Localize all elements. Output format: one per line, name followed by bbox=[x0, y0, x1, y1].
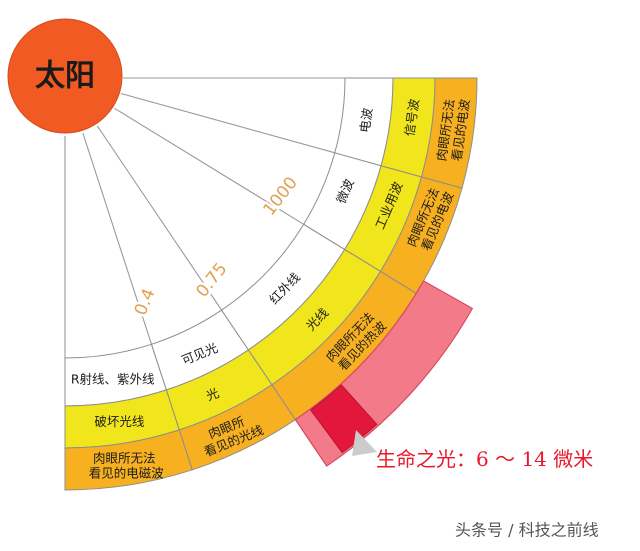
sun-label: 太阳 bbox=[35, 59, 95, 94]
label-line: 看见的电磁波 bbox=[89, 465, 165, 480]
rays bbox=[64, 77, 345, 358]
outer-cell-visible bbox=[178, 384, 297, 471]
life-light-highlight bbox=[294, 280, 474, 467]
callout-text: 生命之光：6 ～ 14 微米 bbox=[376, 447, 593, 471]
ray-72 bbox=[82, 133, 153, 345]
label-invisible-em: 肉眼所无法 看见的电磁波 bbox=[89, 450, 165, 480]
ray-31 bbox=[114, 107, 304, 225]
mark-0-75: 0.75 bbox=[192, 259, 231, 301]
mark-0-4: 0.4 bbox=[131, 286, 160, 319]
label-line: 肉眼所无法 bbox=[93, 450, 156, 465]
label-uv: R射线、紫外线 bbox=[71, 372, 155, 387]
mark-1000: 1000 bbox=[259, 173, 301, 219]
callout-pointer bbox=[352, 430, 377, 456]
ray-56 bbox=[96, 125, 223, 311]
label-radio: 电波 bbox=[357, 106, 375, 133]
label-signal-waves: 信号波 bbox=[402, 97, 422, 137]
label-light: 光 bbox=[204, 385, 221, 404]
outer-band bbox=[64, 77, 478, 491]
label-destructive-light: 破坏光线 bbox=[94, 414, 145, 429]
outer-cell-microwave bbox=[379, 176, 463, 294]
outer-cell-radio bbox=[420, 77, 478, 189]
ray-15 bbox=[120, 92, 335, 154]
sun: 太阳 bbox=[7, 18, 123, 134]
inner-band bbox=[64, 77, 394, 407]
outer-cell-uv bbox=[64, 429, 193, 491]
sun-disc bbox=[7, 18, 123, 134]
watermark: 头条号 / 科技之前线 bbox=[455, 521, 599, 540]
